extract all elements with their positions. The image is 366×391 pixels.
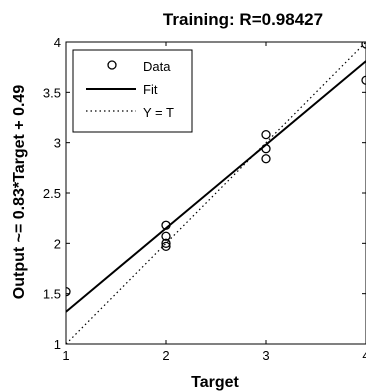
data-point [161, 241, 171, 252]
data-point [361, 42, 366, 49]
legend: Data Fit Y = T [72, 49, 193, 133]
y-tick-label: 1 [54, 337, 61, 352]
y-tick-label: 3.5 [43, 85, 61, 100]
y-tick-label: 1.5 [43, 287, 61, 302]
fit-line [66, 60, 366, 313]
legend-label-identity: Y = T [143, 105, 174, 120]
plot-clip-group [66, 42, 366, 344]
legend-label-data: Data [143, 59, 171, 74]
x-tick-label: 2 [162, 348, 169, 363]
plot-area [66, 42, 366, 344]
legend-box [72, 49, 193, 133]
data-point [361, 75, 366, 85]
y-tick-label: 4 [54, 35, 61, 50]
data-point [261, 154, 271, 164]
y-tick-label: 2 [54, 236, 61, 251]
data-point [161, 238, 171, 248]
axis-ticks: 1 2 3 4 1 1.5 2 2.5 3 3.5 4 [43, 35, 366, 363]
data-point [261, 144, 271, 154]
data-point [161, 220, 171, 230]
y-axis-label: Output ~= 0.83*Target + 0.49 [11, 85, 28, 300]
data-point [261, 129, 271, 140]
data-point [66, 287, 71, 297]
x-tick-label: 3 [262, 348, 269, 363]
y-tick-label: 3 [54, 136, 61, 151]
x-tick-label: 4 [362, 348, 366, 363]
chart-title: Training: R=0.98427 [163, 10, 323, 29]
data-point [161, 231, 171, 241]
legend-label-fit: Fit [143, 82, 158, 97]
identity-line [66, 42, 366, 344]
x-axis-label: Target [191, 374, 239, 391]
y-tick-label: 2.5 [43, 186, 61, 201]
legend-data-marker [107, 60, 117, 70]
x-tick-label: 1 [62, 348, 69, 363]
